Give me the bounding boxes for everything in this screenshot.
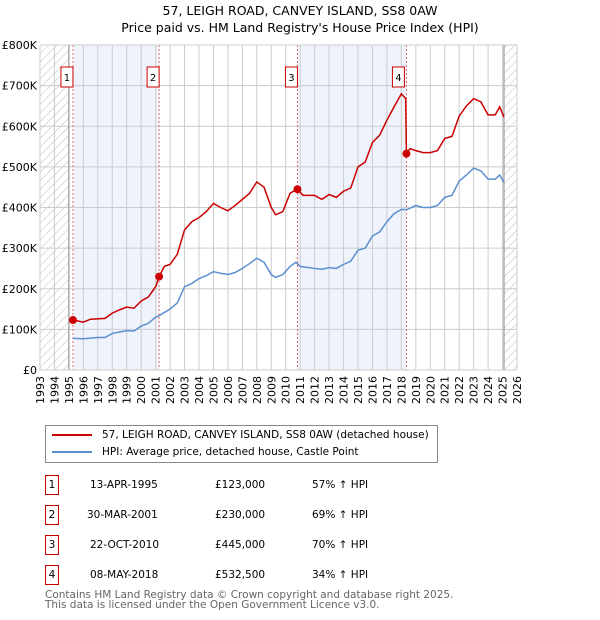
y-tick-label: £300K	[2, 242, 38, 255]
transaction-price: £445,000	[215, 539, 266, 551]
x-tick-label: 2014	[338, 376, 351, 404]
transaction-label-box	[60, 66, 74, 88]
transaction-number: 4	[45, 565, 59, 585]
x-tick-label: 2026	[511, 376, 524, 404]
x-tick-label: 1993	[34, 376, 47, 404]
x-tick-label: 2009	[265, 376, 278, 404]
transaction-date: 13-APR-1995	[90, 479, 158, 491]
y-tick-label: £400K	[2, 202, 38, 215]
legend-label: HPI: Average price, detached house, Cast…	[102, 446, 359, 458]
transaction-date: 22-OCT-2010	[90, 539, 159, 551]
x-tick-label: 1995	[63, 376, 76, 404]
transaction-label-box	[391, 66, 405, 88]
legend-label: 57, LEIGH ROAD, CANVEY ISLAND, SS8 0AW (…	[102, 429, 429, 441]
x-tick-label: 1998	[106, 376, 119, 404]
x-tick-label: 2005	[207, 376, 220, 404]
transaction-hpi-change: 34% ↑ HPI	[312, 569, 369, 581]
chart-title: 57, LEIGH ROAD, CANVEY ISLAND, SS8 0AW	[162, 3, 438, 18]
y-tick-label: £800K	[2, 39, 38, 52]
y-tick-label: £100K	[2, 323, 38, 336]
transaction-point	[155, 272, 164, 281]
transaction-row: 3 22-OCT-2010 £445,000 70% ↑ HPI	[45, 535, 465, 557]
x-tick-label: 2011	[294, 376, 307, 404]
legend: 57, LEIGH ROAD, CANVEY ISLAND, SS8 0AW (…	[45, 425, 438, 463]
copyright-text: Contains HM Land Registry data © Crown c…	[45, 589, 454, 601]
x-tick-label: 2016	[366, 376, 379, 404]
x-tick-label: 2025	[497, 376, 510, 404]
transaction-row: 4 08-MAY-2018 £532,500 34% ↑ HPI	[45, 565, 465, 587]
legend-item-property: 57, LEIGH ROAD, CANVEY ISLAND, SS8 0AW (…	[52, 429, 429, 441]
transaction-point	[402, 149, 411, 158]
transaction-number: 2	[45, 505, 59, 525]
transaction-price: £532,500	[215, 569, 266, 581]
x-tick-label: 2013	[323, 376, 336, 404]
transaction-row: 2 30-MAR-2001 £230,000 69% ↑ HPI	[45, 505, 465, 527]
x-tick-label: 1999	[121, 376, 134, 404]
x-tick-label: 2012	[309, 376, 322, 404]
plot-border	[39, 44, 518, 371]
transaction-label: 2	[150, 73, 156, 84]
x-tick-label: 2020	[424, 376, 437, 404]
y-tick-label: £600K	[2, 120, 38, 133]
x-tick-label: 2001	[150, 376, 163, 404]
transaction-label: 1	[64, 73, 70, 84]
x-tick-label: 1996	[77, 376, 90, 404]
transaction-point	[293, 185, 302, 194]
transaction-label-box	[284, 66, 298, 88]
transaction-number: 3	[45, 535, 59, 555]
red-line-swatch	[52, 434, 92, 436]
transaction-hpi-change: 69% ↑ HPI	[312, 509, 369, 521]
transaction-date: 08-MAY-2018	[90, 569, 159, 581]
transaction-hpi-change: 57% ↑ HPI	[312, 479, 369, 491]
transaction-number: 1	[45, 475, 59, 495]
transaction-label: 3	[288, 73, 294, 84]
y-tick-label: £500K	[2, 161, 38, 174]
x-tick-label: 2004	[193, 376, 206, 404]
x-tick-label: 2010	[280, 376, 293, 404]
transaction-row: 1 13-APR-1995 £123,000 57% ↑ HPI	[45, 475, 465, 497]
x-tick-label: 2007	[236, 376, 249, 404]
transaction-date: 30-MAR-2001	[87, 509, 158, 521]
transaction-hpi-change: 70% ↑ HPI	[312, 539, 369, 551]
price-chart: 1993 1994 1995 1996 1997 1998 1999 2000 2001 2002…	[2, 39, 524, 404]
y-tick-label: £700K	[2, 80, 38, 93]
x-tick-label: 1997	[92, 376, 105, 404]
x-tick-label: 2003	[179, 376, 192, 404]
licence-text: This data is licensed under the Open Gov…	[45, 599, 380, 611]
x-tick-label: 2022	[453, 376, 466, 404]
transaction-point	[68, 316, 77, 325]
footer: Contains HM Land Registry data © Crown c…	[45, 589, 454, 611]
x-tick-label: 2006	[222, 376, 235, 404]
y-tick-label: £0	[23, 364, 37, 377]
chart-subtitle: Price paid vs. HM Land Registry's House …	[121, 20, 479, 35]
y-tick-label: £200K	[2, 283, 38, 296]
x-tick-label: 2019	[410, 376, 423, 404]
transaction-label-box	[146, 66, 160, 88]
transaction-price: £123,000	[215, 479, 266, 491]
hpi-line	[72, 167, 505, 340]
x-tick-label: 1994	[48, 376, 61, 404]
transaction-price: £230,000	[215, 509, 266, 521]
blue-line-swatch	[52, 451, 92, 453]
x-tick-label: 2017	[381, 376, 394, 404]
x-tick-label: 2015	[352, 376, 365, 404]
x-tick-label: 2018	[395, 376, 408, 404]
x-tick-label: 2000	[135, 376, 148, 404]
transaction-label: 4	[395, 73, 401, 84]
x-tick-label: 2008	[251, 376, 264, 404]
x-tick-label: 2024	[482, 376, 495, 404]
x-tick-label: 2023	[468, 376, 481, 404]
legend-item-hpi: HPI: Average price, detached house, Cast…	[52, 446, 359, 458]
x-tick-label: 2002	[164, 376, 177, 404]
x-tick-label: 2021	[439, 376, 452, 404]
